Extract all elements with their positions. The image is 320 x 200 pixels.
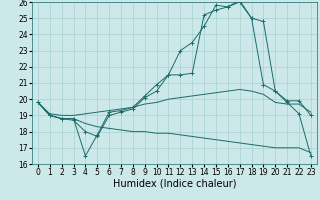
X-axis label: Humidex (Indice chaleur): Humidex (Indice chaleur) [113,179,236,189]
